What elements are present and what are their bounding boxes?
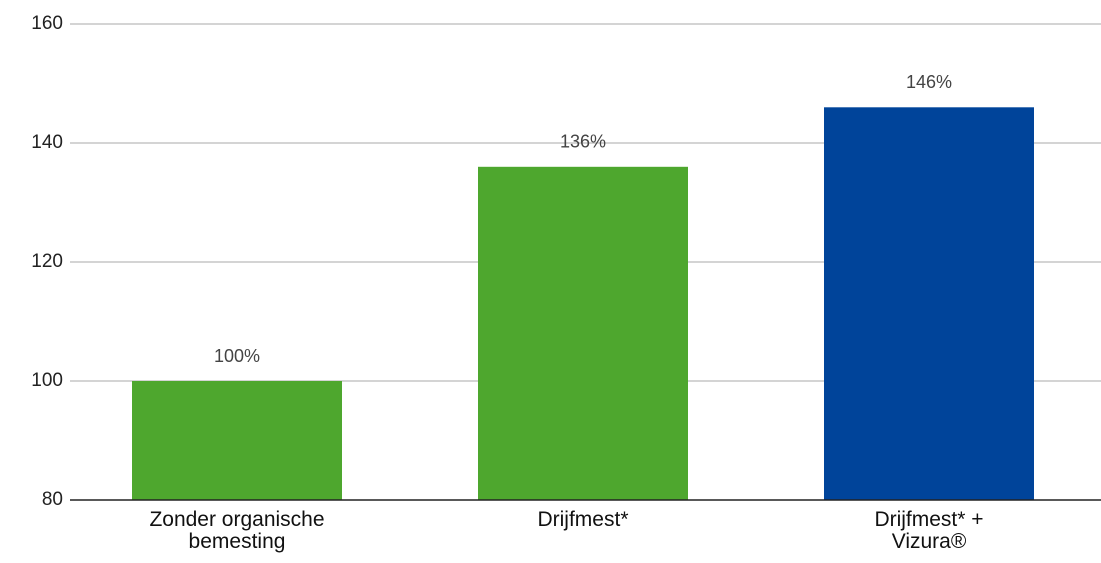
value-label: 146% [906, 72, 952, 92]
y-tick-label: 100 [31, 370, 63, 391]
x-tick-label: Drijfmest* [537, 508, 628, 531]
y-tick-label: 120 [31, 251, 63, 272]
y-tick-label: 160 [31, 13, 63, 34]
y-tick-label: 80 [42, 489, 63, 510]
y-tick-label: 140 [31, 132, 63, 153]
x-tick-label: Zonder organische bemesting [149, 508, 324, 553]
bar [478, 166, 688, 501]
value-label: 136% [560, 132, 606, 152]
value-label: 100% [214, 346, 260, 366]
bar [132, 381, 342, 500]
x-tick-label: Drijfmest* + Vizura® [874, 508, 983, 553]
bar [824, 107, 1034, 501]
